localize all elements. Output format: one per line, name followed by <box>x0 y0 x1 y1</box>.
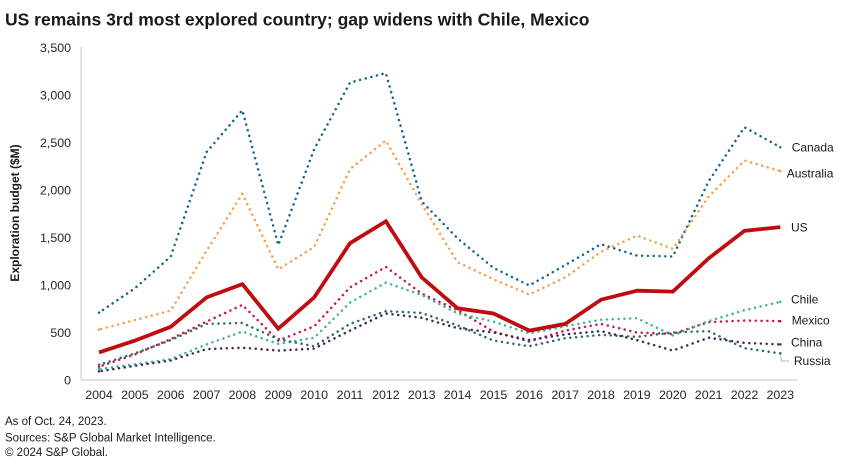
svg-text:Australia: Australia <box>787 166 834 180</box>
svg-text:2020: 2020 <box>659 388 687 402</box>
svg-text:2011: 2011 <box>337 388 364 402</box>
svg-text:2004: 2004 <box>85 388 113 402</box>
svg-text:2006: 2006 <box>157 388 185 402</box>
svg-text:Sources: S&P Global Market Int: Sources: S&P Global Market Intelligence. <box>5 433 216 445</box>
svg-text:2008: 2008 <box>229 388 257 402</box>
svg-text:© 2024 S&P Global.: © 2024 S&P Global. <box>5 447 108 459</box>
svg-text:2017: 2017 <box>551 388 579 402</box>
svg-text:China: China <box>791 335 823 349</box>
svg-text:Chile: Chile <box>791 292 819 306</box>
svg-text:Russia: Russia <box>794 354 831 368</box>
svg-text:2012: 2012 <box>372 388 400 402</box>
svg-text:2005: 2005 <box>121 388 149 402</box>
svg-text:Canada: Canada <box>792 140 834 154</box>
svg-text:2019: 2019 <box>623 388 651 402</box>
svg-text:0: 0 <box>64 373 71 387</box>
svg-text:3,000: 3,000 <box>40 88 71 102</box>
svg-text:1,000: 1,000 <box>40 278 71 292</box>
svg-text:2014: 2014 <box>444 388 472 402</box>
svg-text:US remains 3rd most explored c: US remains 3rd most explored country; ga… <box>5 10 589 30</box>
svg-text:As of Oct. 24, 2023.: As of Oct. 24, 2023. <box>5 416 107 428</box>
svg-text:2021: 2021 <box>695 388 723 402</box>
svg-text:2010: 2010 <box>300 388 328 402</box>
svg-text:2013: 2013 <box>408 388 436 402</box>
svg-text:1,500: 1,500 <box>40 231 71 245</box>
svg-text:500: 500 <box>50 326 71 340</box>
svg-text:Exploration budget ($M): Exploration budget ($M) <box>8 144 22 281</box>
svg-text:3,500: 3,500 <box>40 41 71 55</box>
svg-text:2022: 2022 <box>731 388 759 402</box>
svg-text:2015: 2015 <box>480 388 508 402</box>
svg-text:2,000: 2,000 <box>40 183 71 197</box>
svg-text:2016: 2016 <box>516 388 544 402</box>
svg-text:2007: 2007 <box>193 388 221 402</box>
svg-text:2009: 2009 <box>265 388 293 402</box>
svg-text:US: US <box>791 220 808 234</box>
svg-text:2023: 2023 <box>767 388 795 402</box>
svg-text:Mexico: Mexico <box>792 313 830 327</box>
svg-text:2018: 2018 <box>587 388 615 402</box>
svg-text:2,500: 2,500 <box>40 136 71 150</box>
